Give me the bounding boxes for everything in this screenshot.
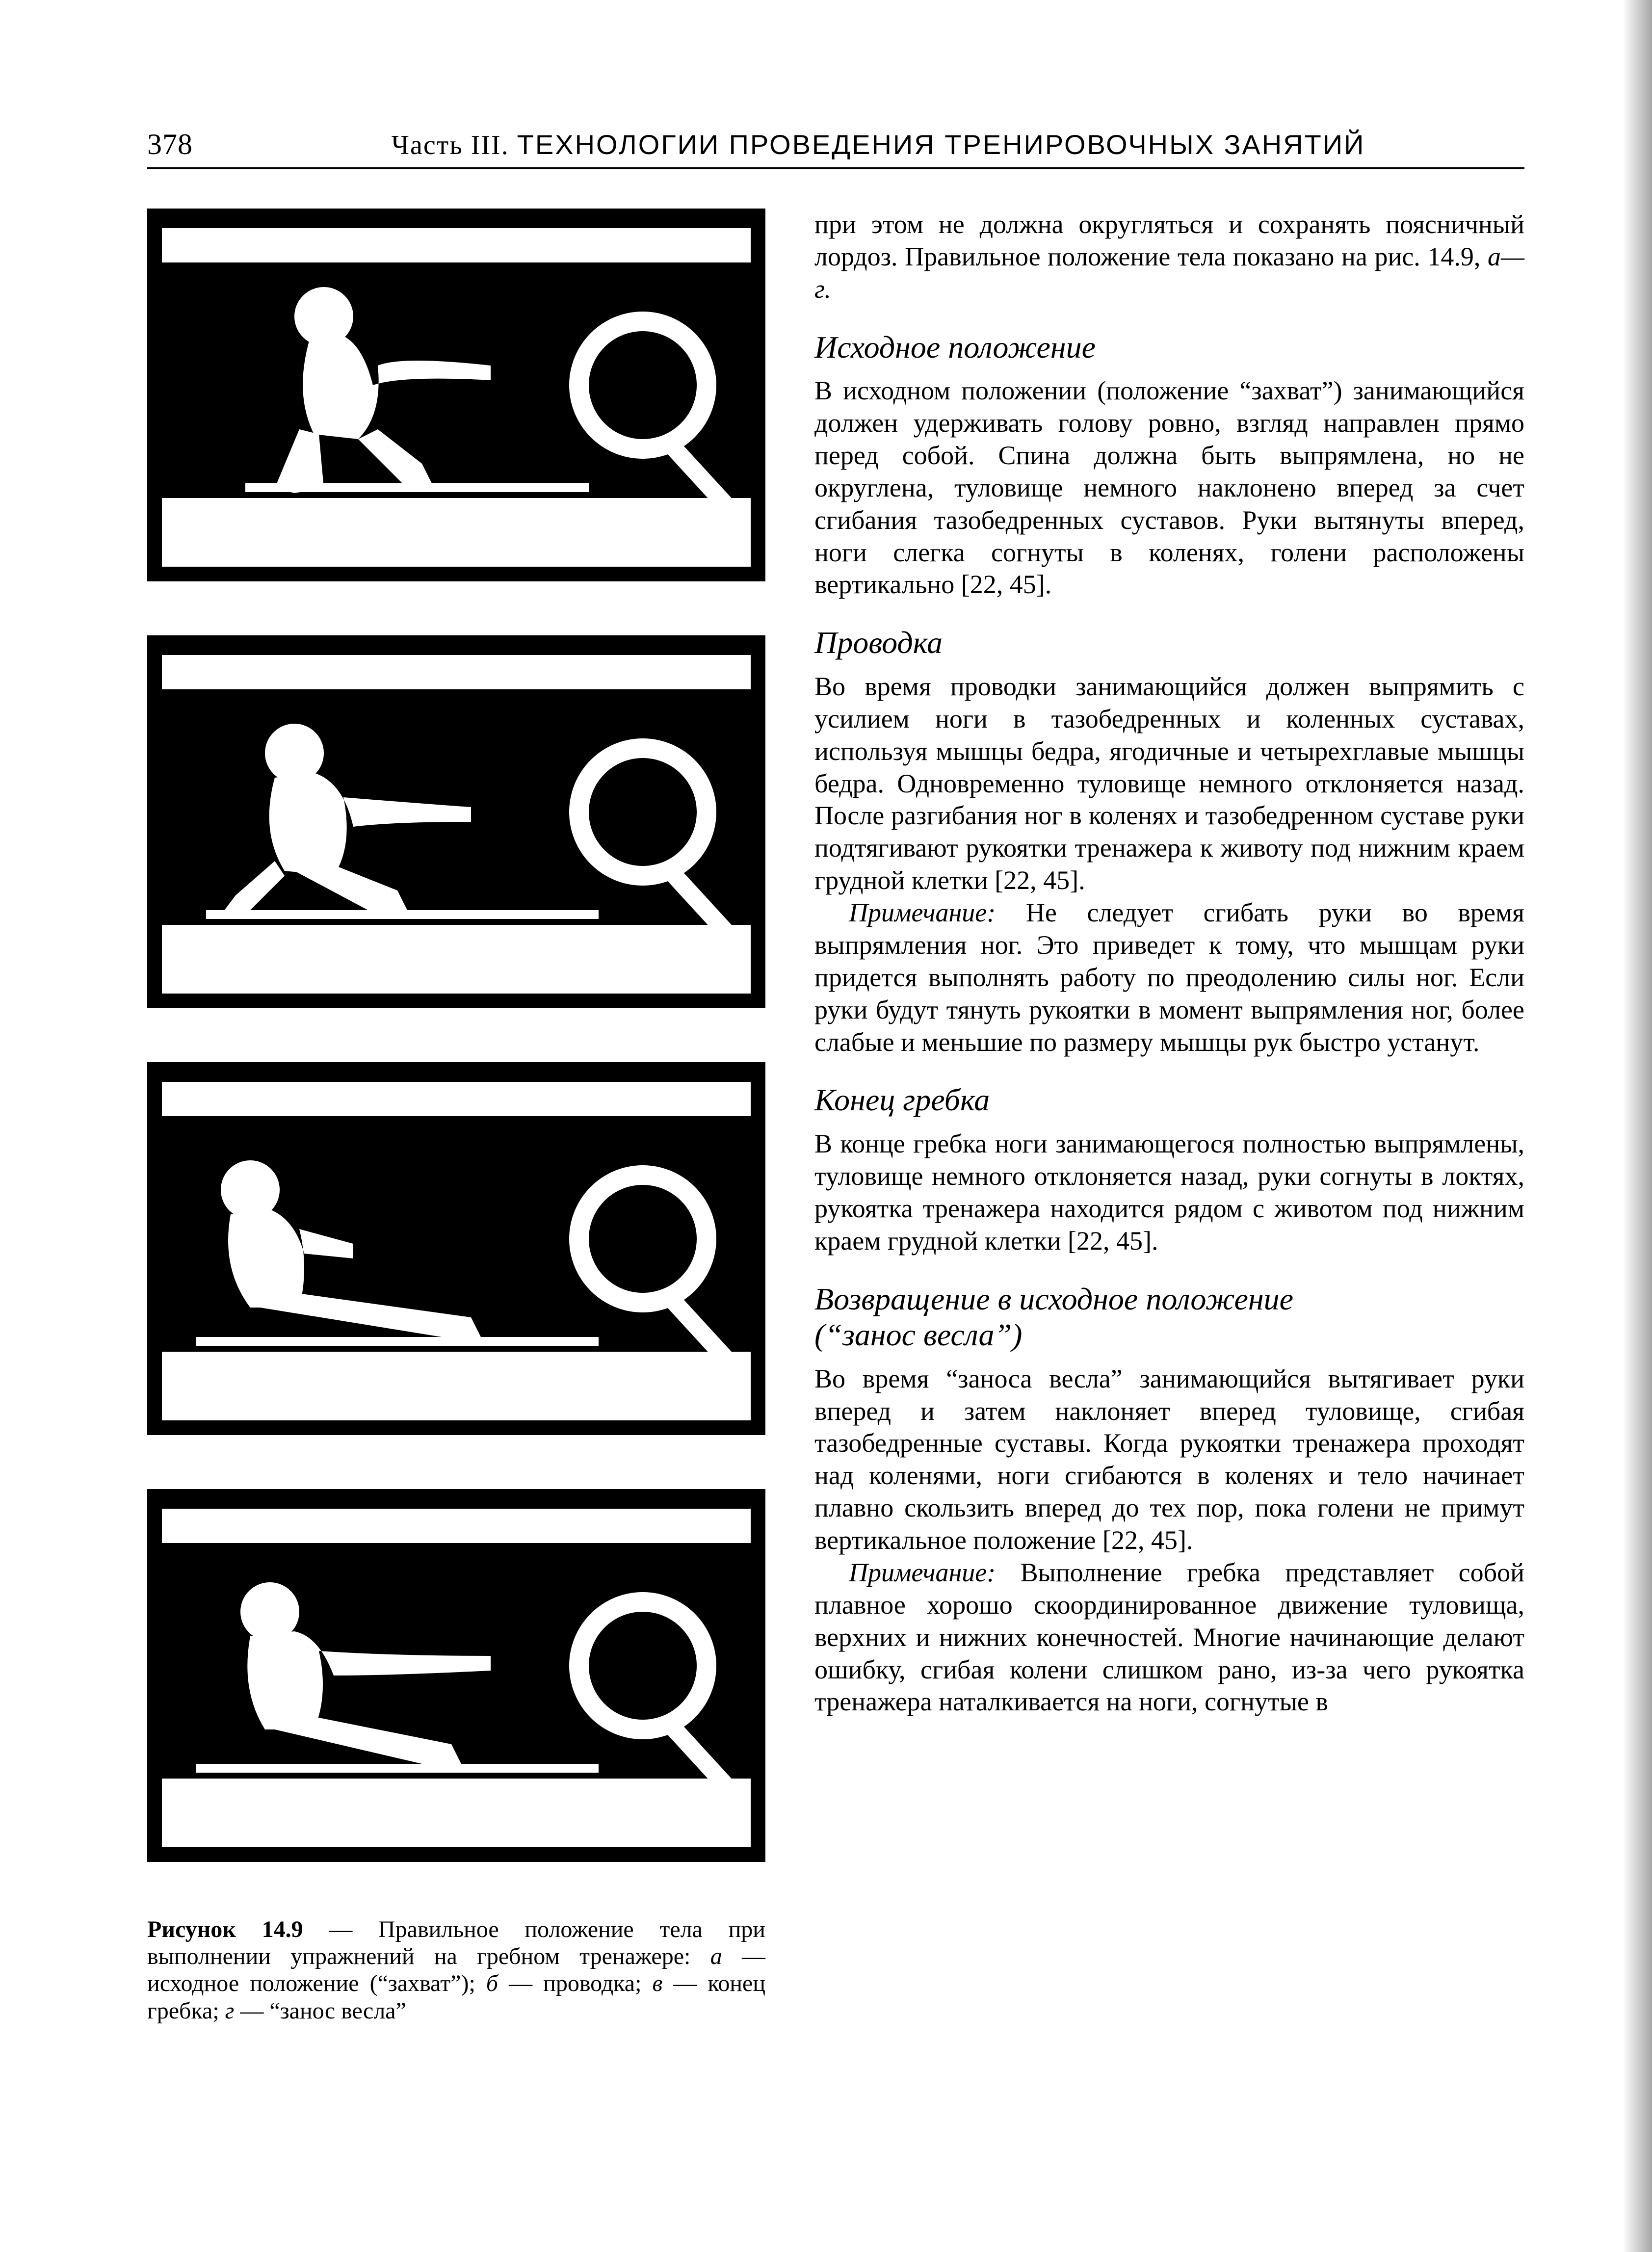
figure-g-text: — “занос весла” — [234, 1998, 406, 2024]
figure-a-italic: а — [710, 1943, 722, 1969]
columns: Рисунок 14.9 — Правильное положение тела… — [147, 209, 1524, 2024]
figure-b-text: — проводка; — [498, 1970, 652, 1996]
figure-label: Рисунок 14.9 — [147, 1916, 303, 1942]
heading-recovery: Возвращение в исходное положение (“занос… — [814, 1281, 1524, 1353]
figure-panel-b — [147, 635, 765, 1008]
rower-drive-icon — [147, 635, 765, 1008]
figure-panel-a — [147, 209, 765, 581]
page: 378 Часть III. ТЕХНОЛОГИИ ПРОВЕДЕНИЯ ТРЕ… — [0, 0, 1652, 2252]
paragraph-recovery: Во время “заноса весла” занимающийся выт… — [814, 1363, 1524, 1557]
rower-catch-icon — [147, 209, 765, 581]
header-title: Часть III. ТЕХНОЛОГИИ ПРОВЕДЕНИЯ ТРЕНИРО… — [232, 129, 1524, 161]
figure-panel-c — [147, 1062, 765, 1435]
figure-column: Рисунок 14.9 — Правильное положение тела… — [147, 209, 765, 2024]
paragraph-start-position: В исходном положении (положение “захват”… — [814, 375, 1524, 601]
text-column: при этом не должна округляться и сохраня… — [814, 209, 1524, 2024]
figure-g-italic: г — [225, 1998, 235, 2024]
note-lead: Примечание: — [849, 898, 996, 927]
paragraph-finish: В конце гребка ноги занимающегося полнос… — [814, 1128, 1524, 1257]
intro-text: при этом не должна округляться и сохраня… — [814, 209, 1524, 271]
note-lead-2: Примечание: — [849, 1558, 996, 1587]
heading-recovery-line2: (“занос весла”) — [814, 1317, 1022, 1352]
figure-b-italic: б — [486, 1970, 498, 1996]
header-part: Часть III. — [392, 130, 509, 160]
heading-start-position: Исходное положение — [814, 329, 1524, 366]
intro-paragraph: при этом не должна округляться и сохраня… — [814, 209, 1524, 306]
paragraph-recovery-note: Примечание: Выполнение гребка представля… — [814, 1557, 1524, 1718]
page-number: 378 — [147, 128, 193, 161]
figure-panel-d — [147, 1489, 765, 1862]
paragraph-drive-note: Примечание: Не следует сгибать руки во в… — [814, 897, 1524, 1058]
paragraph-drive: Во время проводки занимающийся должен вы… — [814, 671, 1524, 897]
heading-recovery-line1: Возвращение в исходное положение — [814, 1282, 1293, 1316]
heading-finish: Конец гребка — [814, 1082, 1524, 1118]
running-header: 378 Часть III. ТЕХНОЛОГИИ ПРОВЕДЕНИЯ ТРЕ… — [147, 128, 1524, 169]
rower-recovery-icon — [147, 1489, 765, 1862]
figure-caption: Рисунок 14.9 — Правильное положение тела… — [147, 1916, 765, 2024]
heading-drive: Проводка — [814, 625, 1524, 661]
scan-shadow — [1623, 0, 1652, 2252]
rower-finish-icon — [147, 1062, 765, 1435]
figure-v-italic: в — [653, 1970, 663, 1996]
header-rest: ТЕХНОЛОГИИ ПРОВЕДЕНИЯ ТРЕНИРОВОЧНЫХ ЗАНЯ… — [517, 129, 1365, 160]
